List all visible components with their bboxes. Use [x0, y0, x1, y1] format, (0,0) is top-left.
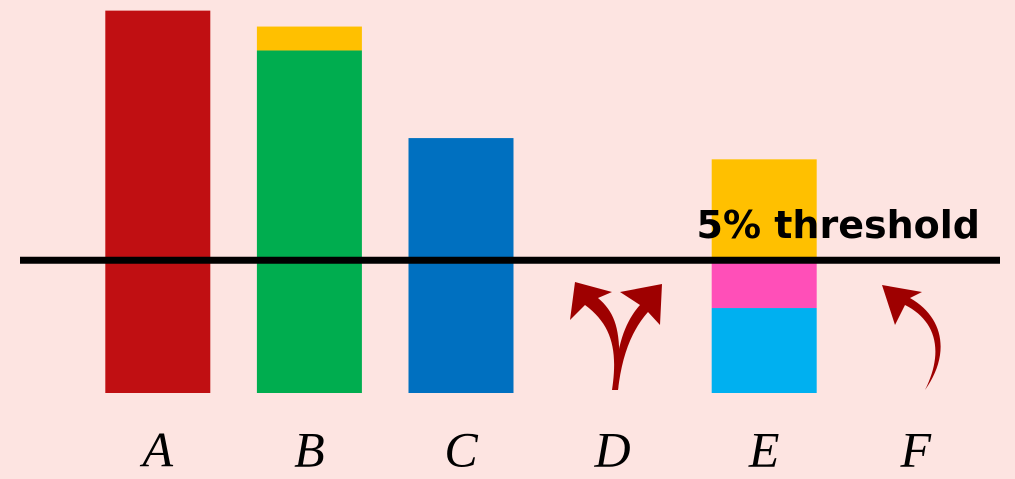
bar-segment: [711, 260, 817, 309]
category-label: B: [294, 421, 325, 477]
category-label: F: [900, 421, 932, 477]
category-label: E: [748, 421, 780, 477]
bar-segment: [711, 308, 817, 393]
arrow-d: [570, 282, 662, 390]
bar-segment: [256, 26, 362, 51]
bar-segment: [408, 138, 514, 393]
bar-segment: [711, 159, 817, 261]
threshold-label: 5% threshold: [697, 203, 980, 247]
bar-segment: [105, 10, 211, 394]
arrow-f: [882, 285, 941, 390]
category-label: A: [140, 421, 174, 477]
category-label: C: [444, 421, 478, 477]
bar-segment: [256, 50, 362, 394]
category-label: D: [594, 421, 631, 477]
